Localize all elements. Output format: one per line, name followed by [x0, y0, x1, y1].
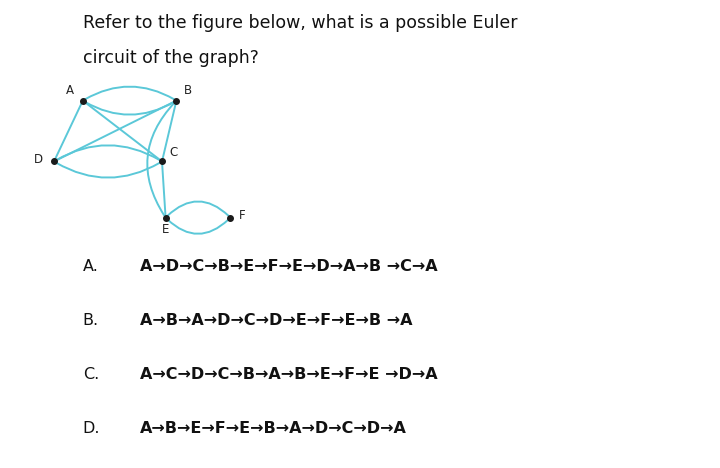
Text: circuit of the graph?: circuit of the graph?: [83, 49, 258, 67]
Text: A.: A.: [83, 259, 99, 274]
Text: B: B: [184, 84, 192, 97]
Text: E: E: [162, 223, 169, 236]
Text: B.: B.: [83, 313, 99, 328]
Text: A→B→E→F→E→B→A→D→C→D→A: A→B→E→F→E→B→A→D→C→D→A: [140, 421, 408, 436]
Text: F: F: [238, 209, 246, 222]
Text: C: C: [169, 146, 178, 159]
Text: A→C→D→C→B→A→B→E→F→E →D→A: A→C→D→C→B→A→B→E→F→E →D→A: [140, 367, 438, 382]
Text: D.: D.: [83, 421, 100, 436]
Text: D: D: [34, 153, 42, 166]
Text: Refer to the figure below, what is a possible Euler: Refer to the figure below, what is a pos…: [83, 14, 517, 32]
Text: C.: C.: [83, 367, 99, 382]
Text: A: A: [66, 84, 74, 97]
Text: A→D→C→B→E→F→E→D→A→B →C→A: A→D→C→B→E→F→E→D→A→B →C→A: [140, 259, 438, 274]
Text: A→B→A→D→C→D→E→F→E→B →A: A→B→A→D→C→D→E→F→E→B →A: [140, 313, 413, 328]
